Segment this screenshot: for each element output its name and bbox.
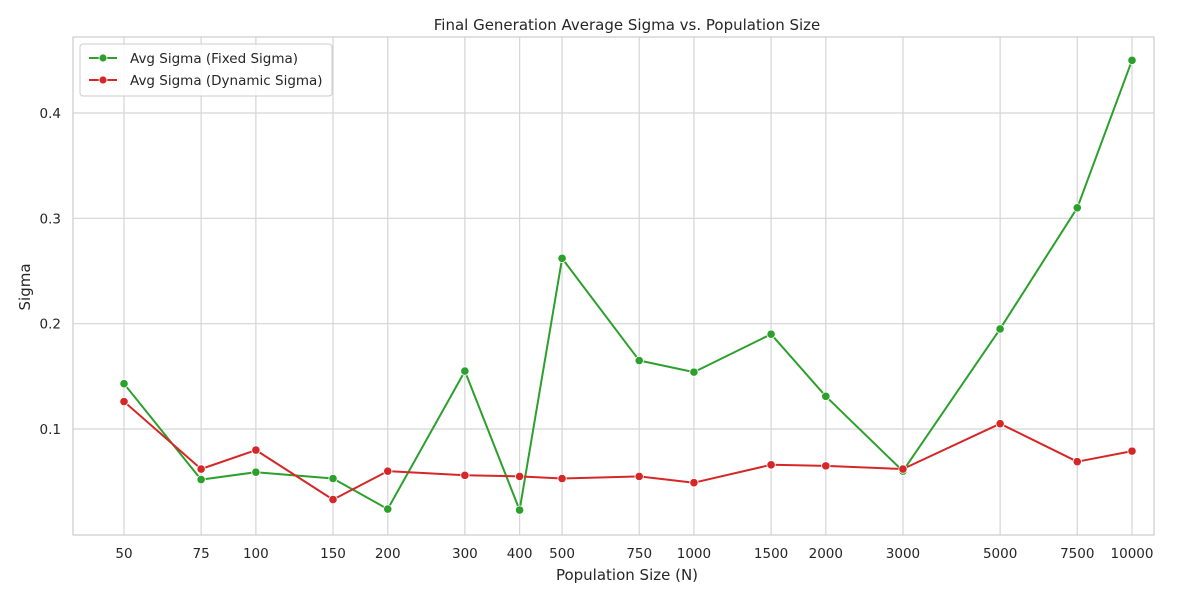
data-point — [328, 494, 338, 505]
data-point — [898, 464, 908, 474]
data-point — [689, 478, 699, 488]
series-line — [123, 400, 1133, 501]
chart-title: Final Generation Average Sigma vs. Popul… — [434, 16, 821, 34]
data-point — [383, 504, 393, 514]
x-tick-label: 7500 — [1060, 546, 1094, 562]
data-point — [634, 355, 644, 366]
data-point — [251, 445, 261, 455]
legend-marker-fixed — [98, 53, 108, 63]
legend-box — [79, 43, 333, 97]
y-axis-label: Sigma — [16, 263, 34, 310]
series-layer — [119, 55, 1137, 515]
legend-marker-dynamic — [98, 75, 108, 85]
data-point — [634, 471, 644, 481]
tick-layer: 50 75 100 150 200 300 400 500 750 1000 1500 2000 300… — [40, 106, 1154, 562]
x-tick-label: 300 — [452, 546, 478, 562]
data-point — [557, 473, 567, 484]
data-point — [995, 419, 1005, 429]
x-tick-label: 150 — [320, 546, 346, 562]
x-axis-label: Population Size (N) — [556, 566, 698, 584]
x-tick-label: 2000 — [809, 546, 843, 562]
data-point — [196, 474, 206, 485]
y-tick-label: 0.3 — [40, 211, 61, 227]
x-tick-label: 750 — [626, 546, 652, 562]
data-point — [821, 391, 831, 401]
y-tick-label: 0.2 — [40, 317, 61, 333]
x-tick-label: 1500 — [754, 546, 788, 562]
x-tick-label: 400 — [507, 546, 533, 562]
data-point — [766, 329, 776, 339]
x-tick-label: 3000 — [886, 546, 920, 562]
data-point — [196, 464, 206, 474]
plot-frame — [72, 36, 1155, 536]
x-tick-label: 50 — [115, 546, 132, 562]
data-point — [515, 505, 525, 515]
y-tick-label: 0.1 — [40, 422, 61, 438]
data-point — [689, 367, 699, 377]
y-tick-label: 0.4 — [40, 106, 61, 122]
data-point — [119, 397, 129, 407]
series-line — [123, 59, 1133, 512]
series-0 — [119, 55, 1137, 515]
data-point — [1072, 457, 1082, 467]
data-point — [766, 460, 776, 470]
x-tick-label: 5000 — [983, 546, 1017, 562]
data-point — [251, 467, 261, 477]
grid-layer — [73, 37, 1154, 535]
data-point — [995, 324, 1005, 334]
x-tick-label: 10000 — [1111, 546, 1154, 562]
legend-label-fixed: Avg Sigma (Fixed Sigma) — [130, 51, 298, 67]
legend: Avg Sigma (Fixed Sigma) Avg Sigma (Dynam… — [79, 43, 333, 97]
series-1 — [119, 397, 1137, 505]
legend-label-dynamic: Avg Sigma (Dynamic Sigma) — [130, 73, 323, 89]
data-point — [119, 379, 129, 389]
data-point — [1127, 446, 1137, 456]
x-tick-label: 200 — [375, 546, 401, 562]
x-tick-label: 75 — [193, 546, 210, 562]
data-point — [1072, 203, 1082, 213]
data-point — [515, 471, 525, 481]
x-tick-label: 1000 — [677, 546, 711, 562]
data-point — [328, 473, 338, 484]
x-tick-label: 500 — [549, 546, 575, 562]
data-point — [821, 461, 831, 471]
data-point — [1127, 55, 1137, 65]
data-point — [460, 366, 470, 376]
x-tick-label: 100 — [243, 546, 269, 562]
data-point — [557, 253, 567, 263]
data-point — [460, 470, 470, 480]
data-point — [383, 466, 393, 476]
